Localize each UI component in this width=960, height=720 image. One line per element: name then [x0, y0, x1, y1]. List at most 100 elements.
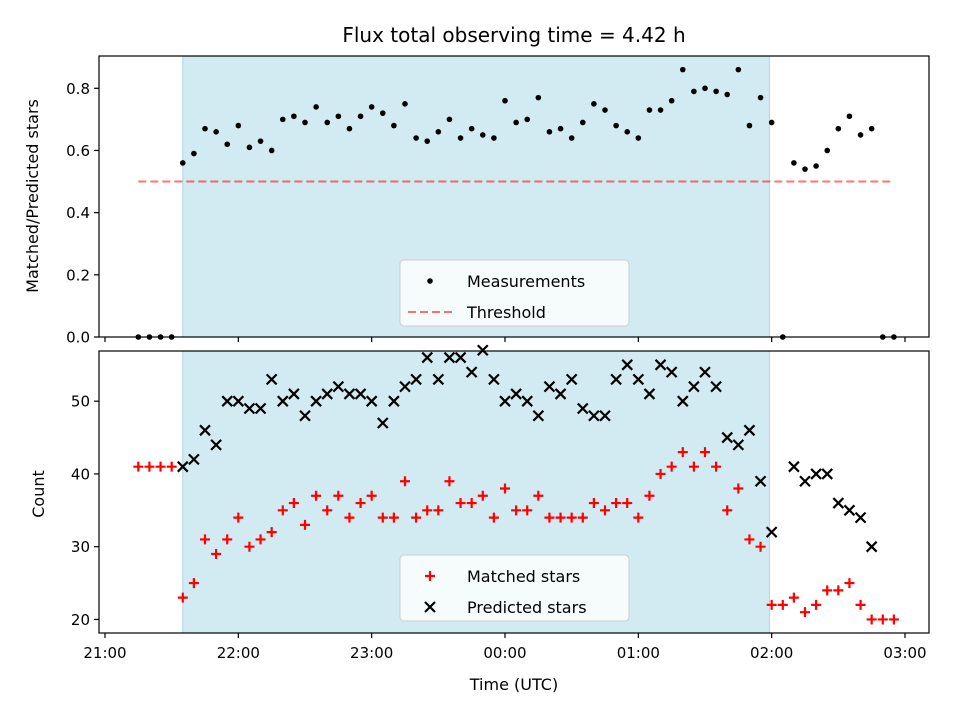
predicted-star-point — [543, 380, 556, 393]
predicted-star-point — [388, 395, 400, 407]
matched-star-point — [188, 578, 199, 589]
matched-star-point — [633, 512, 644, 523]
matched-star-point — [322, 505, 333, 516]
predicted-star-point — [521, 395, 533, 407]
matched-star-point — [355, 498, 366, 509]
predicted-star-point — [210, 439, 222, 451]
measurement-point — [435, 129, 442, 135]
predicted-star-point — [254, 402, 267, 415]
predicted-star-point — [265, 373, 278, 386]
matched-star-point — [211, 548, 222, 559]
predicted-star-point — [499, 395, 511, 407]
matched-star-point — [466, 498, 477, 509]
predicted-star-point — [821, 468, 833, 480]
x-tick-label: 00:00 — [483, 644, 526, 662]
predicted-star-point — [865, 540, 878, 553]
predicted-star-point — [565, 373, 578, 386]
measurement-point — [246, 144, 253, 151]
y-tick-label: 0.2 — [66, 266, 90, 284]
matched-star-point — [444, 476, 455, 487]
predicted-star-point — [232, 395, 245, 407]
matched-star-point — [833, 585, 844, 596]
y-tick-label: 0.8 — [66, 80, 90, 98]
predicted-star-point — [654, 359, 667, 371]
y-tick-label: 0.4 — [66, 204, 90, 222]
matched-star-point — [722, 505, 733, 516]
series-predicted-stars — [177, 344, 878, 553]
legend-marker-dot — [427, 278, 433, 284]
measurement-point — [857, 132, 864, 138]
matched-star-point — [733, 483, 744, 494]
measurement-point — [713, 88, 719, 95]
matched-star-point — [266, 527, 277, 538]
predicted-star-point — [843, 504, 856, 517]
x-tick-label: 22:00 — [217, 644, 260, 662]
predicted-star-point — [488, 373, 500, 386]
measurement-point — [746, 122, 753, 129]
matched-star-point — [777, 599, 788, 610]
y-tick-label: 20 — [71, 611, 90, 629]
matched-star-point — [800, 607, 810, 618]
matched-star-point — [522, 505, 533, 516]
measurement-point — [668, 97, 675, 104]
measurement-point — [491, 135, 497, 141]
measurement-point — [446, 116, 453, 123]
matched-star-point — [144, 461, 155, 472]
predicted-star-point — [799, 475, 811, 488]
y-tick-label: 0.6 — [66, 142, 90, 160]
predicted-star-point — [554, 388, 567, 400]
predicted-star-point — [832, 497, 845, 509]
matched-star-point — [888, 614, 899, 625]
x-axis-label: Time (UTC) — [469, 675, 558, 694]
x-tick-label: 02:00 — [750, 644, 793, 662]
matched-star-point — [655, 468, 666, 479]
measurement-point — [757, 94, 764, 101]
matched-star-point — [300, 519, 310, 530]
measurement-point — [179, 160, 186, 166]
series-matched-stars — [133, 447, 899, 625]
predicted-star-point — [454, 351, 467, 364]
matched-star-point — [377, 512, 388, 523]
matched-star-point — [677, 447, 688, 458]
matched-star-point — [822, 585, 833, 596]
chart-title: Flux total observing time = 4.42 h — [342, 23, 685, 47]
matched-star-point — [811, 599, 822, 610]
matched-star-point — [622, 498, 633, 509]
predicted-star-point — [610, 373, 622, 386]
measurement-point — [324, 119, 331, 126]
predicted-star-point — [732, 439, 745, 451]
predicted-star-point — [243, 402, 256, 415]
predicted-star-point — [688, 380, 700, 393]
measurement-point — [691, 88, 697, 95]
measurement-point — [346, 125, 353, 132]
legend: Matched stars Predicted stars — [399, 554, 630, 622]
matched-star-point — [388, 512, 399, 523]
legend-marker-plus — [425, 571, 435, 581]
predicted-star-point — [677, 395, 689, 407]
matched-star-point — [233, 512, 244, 523]
matched-star-point — [411, 512, 422, 523]
measurement-point — [468, 125, 475, 132]
predicted-star-point — [399, 380, 411, 393]
predicted-star-point — [321, 388, 333, 400]
predicted-star-point — [588, 409, 600, 422]
matched-star-point — [366, 490, 377, 501]
matched-star-point — [644, 490, 655, 501]
predicted-star-point — [432, 373, 445, 386]
predicted-star-point — [199, 424, 211, 437]
predicted-star-point — [632, 373, 645, 386]
predicted-star-point — [532, 409, 545, 422]
matched-star-point — [533, 490, 544, 501]
measurement-point — [202, 125, 208, 132]
y-tick-label: 50 — [71, 393, 90, 411]
measurement-point — [646, 107, 653, 113]
matched-star-point — [288, 498, 299, 509]
measurement-point — [868, 125, 875, 132]
matched-star-point — [155, 461, 166, 472]
predicted-star-point — [665, 366, 678, 378]
measurement-point — [735, 66, 742, 73]
matched-star-point — [477, 490, 488, 501]
measurement-point — [268, 147, 275, 154]
measurement-point — [557, 125, 564, 132]
